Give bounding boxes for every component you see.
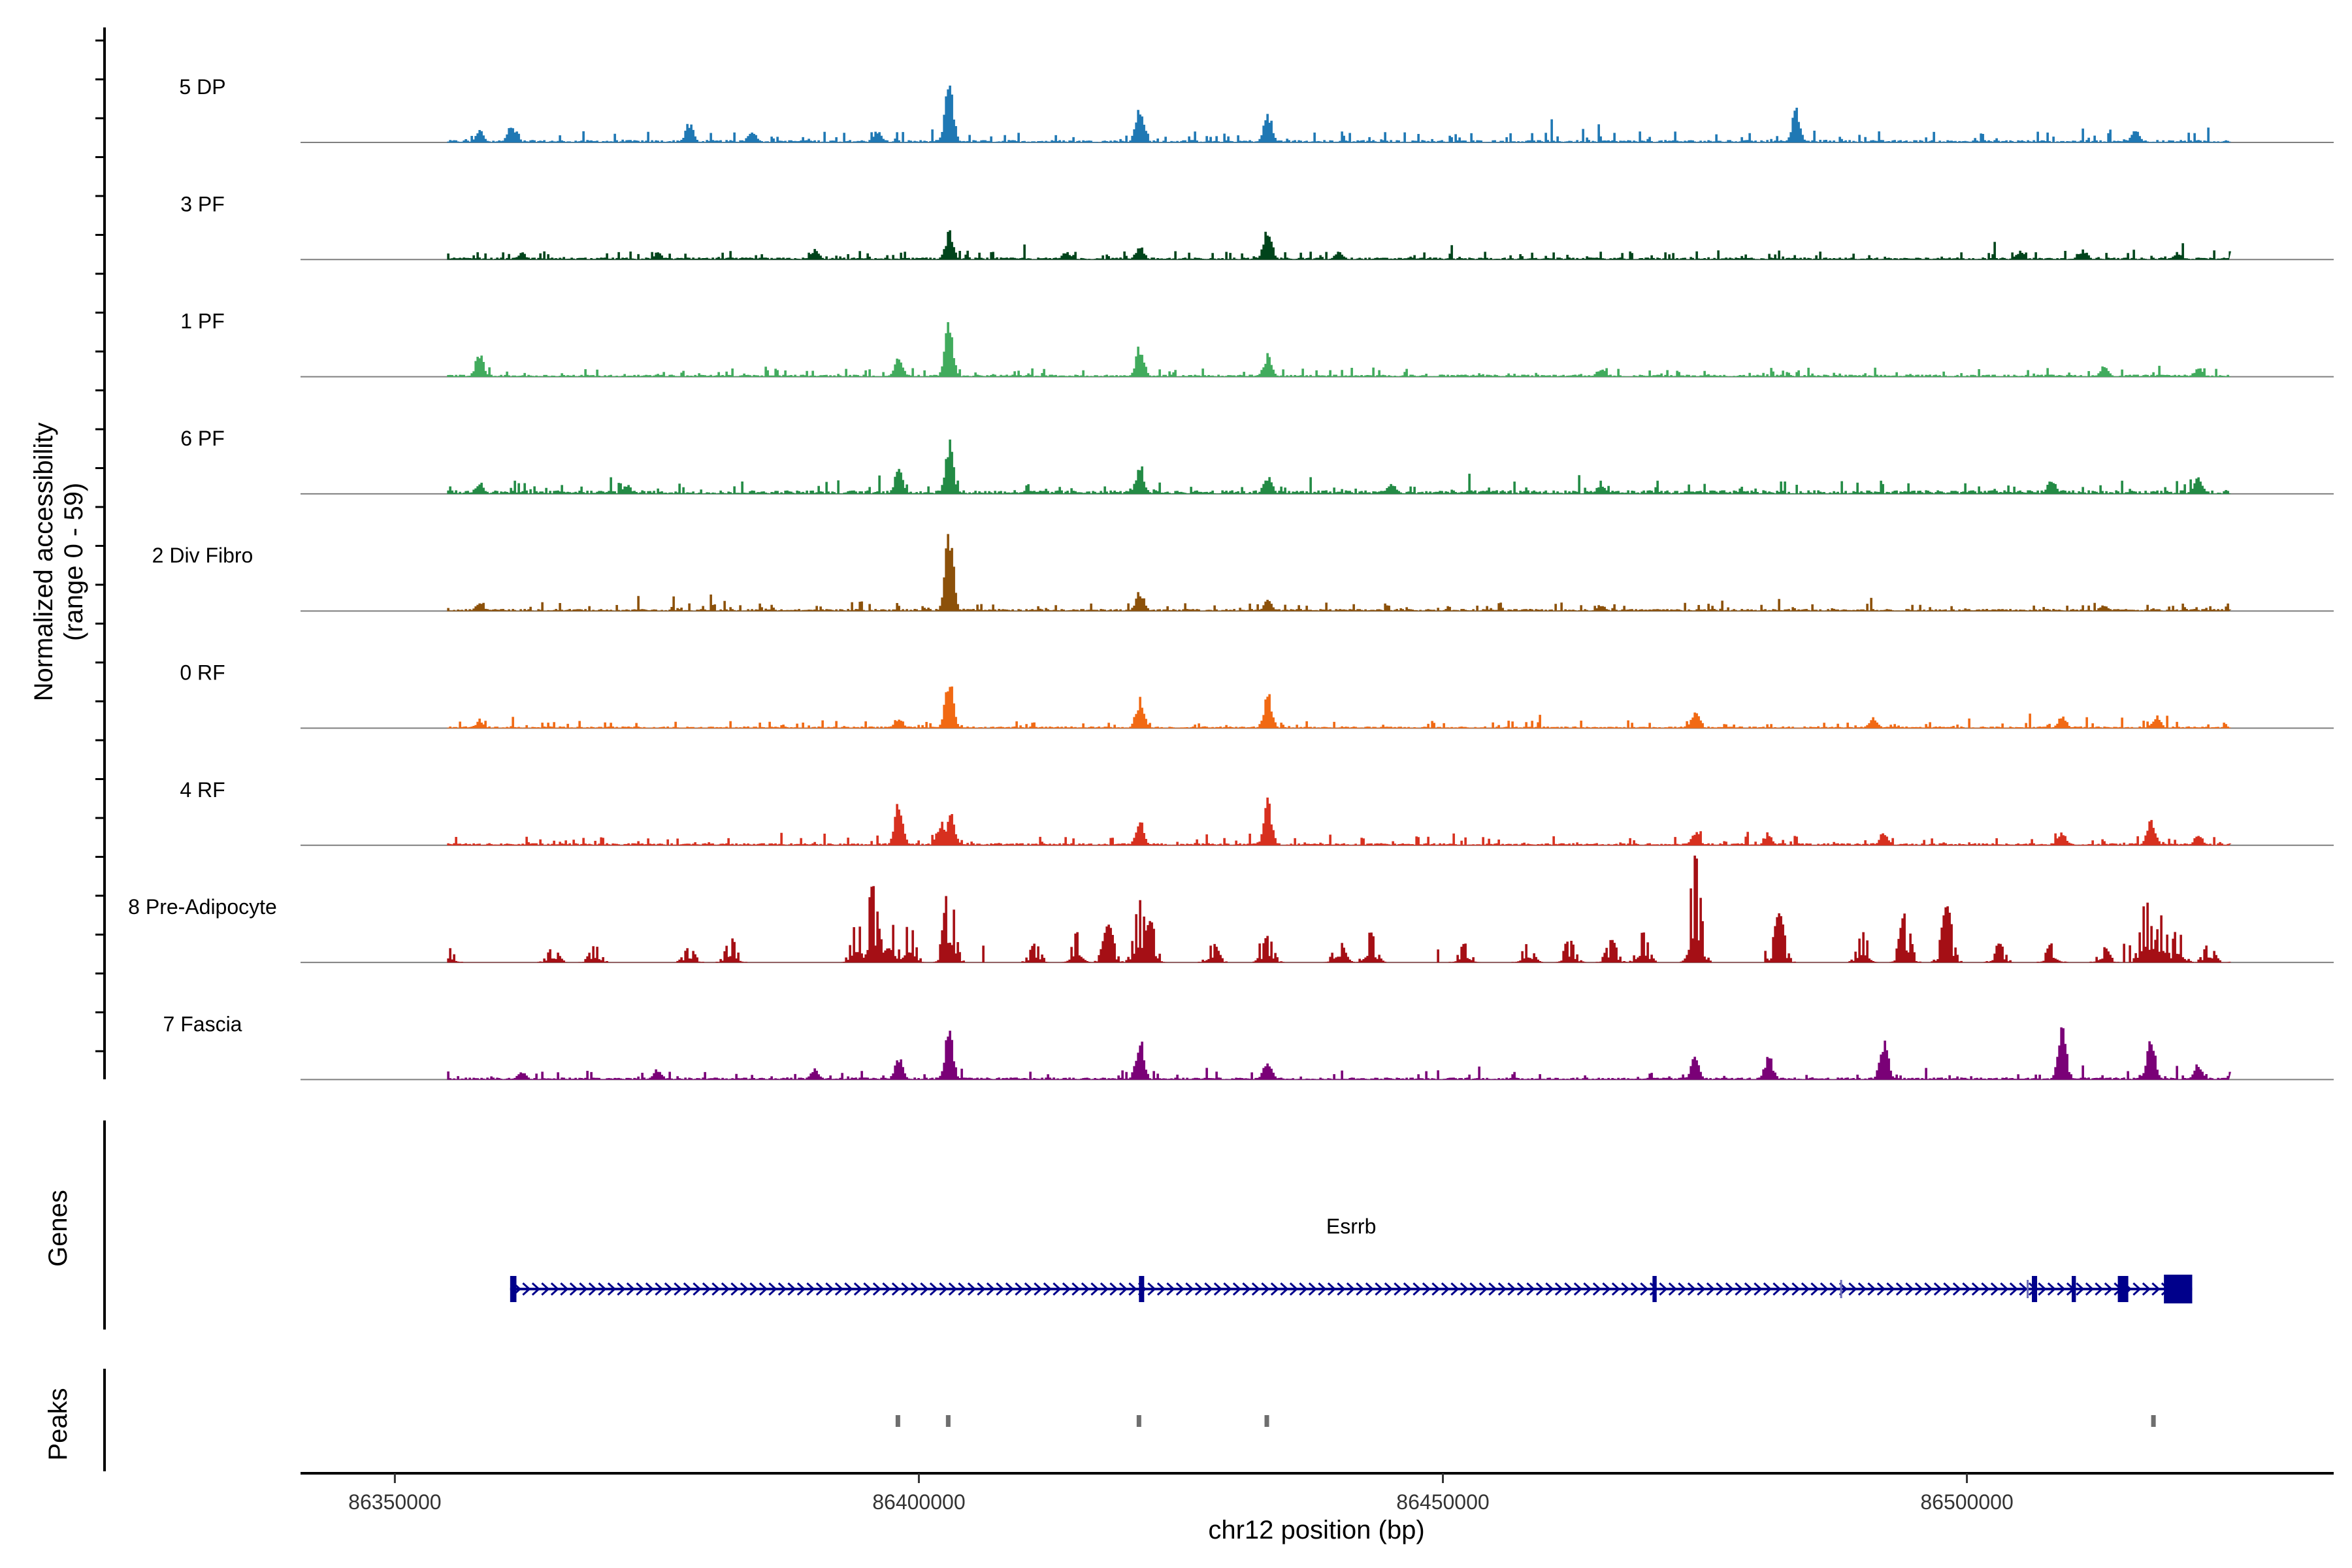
peak-mark — [1264, 1415, 1269, 1427]
exon — [2071, 1276, 2076, 1302]
track-label: 7 Fascia — [163, 1012, 242, 1036]
track-label: 1 PF — [180, 310, 225, 333]
x-axis-title: chr12 position (bp) — [1208, 1516, 1424, 1544]
gene-esrrb: Esrrb — [510, 1215, 2193, 1303]
x-axis: 86350000 86400000 86450000 86500000 — [301, 1472, 2334, 1514]
exon — [1652, 1276, 1657, 1302]
coverage-area — [447, 230, 2231, 260]
exon — [2164, 1275, 2193, 1303]
x-tick-label: 86400000 — [872, 1490, 965, 1514]
track-label: 2 Div Fibro — [152, 544, 253, 567]
coverage-area — [447, 797, 2232, 846]
track-label: 4 RF — [180, 778, 225, 802]
track-1-pf: 1 PF — [180, 310, 2334, 378]
exon — [2117, 1276, 2129, 1302]
x-tick-label: 86350000 — [348, 1490, 441, 1514]
coverage-area — [447, 1027, 2231, 1080]
y-axis-ticks — [95, 39, 105, 1053]
coverage-area — [447, 855, 2231, 963]
track-label: 6 PF — [180, 427, 225, 450]
exon — [510, 1276, 517, 1302]
peak-marks — [895, 1415, 2156, 1427]
track-2-div-fibro: 2 Div Fibro — [152, 534, 2334, 612]
coverage-area — [447, 534, 2232, 612]
track-6-pf: 6 PF — [180, 427, 2334, 495]
exon — [2032, 1276, 2038, 1302]
peak-mark — [2151, 1415, 2156, 1427]
peak-mark — [895, 1415, 900, 1427]
coverage-tracks: 5 DP 3 PF 1 PF 6 PF 2 Div Fibro 0 RF 4 RF 8 Pre… — [128, 75, 2334, 1081]
y-axis-title: Normalized accessibility (range 0 - 59) — [29, 423, 88, 702]
track-label: 5 DP — [179, 75, 225, 99]
track-3-pf: 3 PF — [180, 192, 2334, 261]
genes-panel-label: Genes — [44, 1190, 73, 1267]
gene-label: Esrrb — [1326, 1215, 1376, 1238]
x-tick-label: 86500000 — [1920, 1490, 2013, 1514]
exon — [1139, 1276, 1145, 1302]
track-label: 3 PF — [180, 192, 225, 216]
track-4-rf: 4 RF — [180, 778, 2334, 846]
gene-annotation: Esrrb — [510, 1215, 2193, 1303]
peaks-panel-label: Peaks — [44, 1388, 73, 1460]
coverage-area — [447, 439, 2231, 495]
track-label: 8 Pre-Adipocyte — [128, 895, 277, 919]
y-axis-title-line2: (range 0 - 59) — [59, 483, 88, 641]
peak-mark — [945, 1415, 951, 1427]
peak-mark — [1136, 1415, 1141, 1427]
track-7-fascia: 7 Fascia — [163, 1012, 2334, 1081]
coverage-area — [447, 86, 2231, 143]
strand-arrows — [512, 1282, 2170, 1296]
track-5-dp: 5 DP — [179, 75, 2334, 143]
track-8-pre-adipocyte: 8 Pre-Adipocyte — [128, 855, 2334, 964]
coverage-area — [447, 322, 2231, 377]
coverage-area — [447, 686, 2231, 728]
y-axis — [95, 27, 106, 1471]
x-tick-label: 86450000 — [1396, 1490, 1489, 1514]
y-axis-title-line1: Normalized accessibility — [29, 423, 58, 702]
track-label: 0 RF — [180, 661, 225, 685]
track-0-rf: 0 RF — [180, 661, 2334, 729]
